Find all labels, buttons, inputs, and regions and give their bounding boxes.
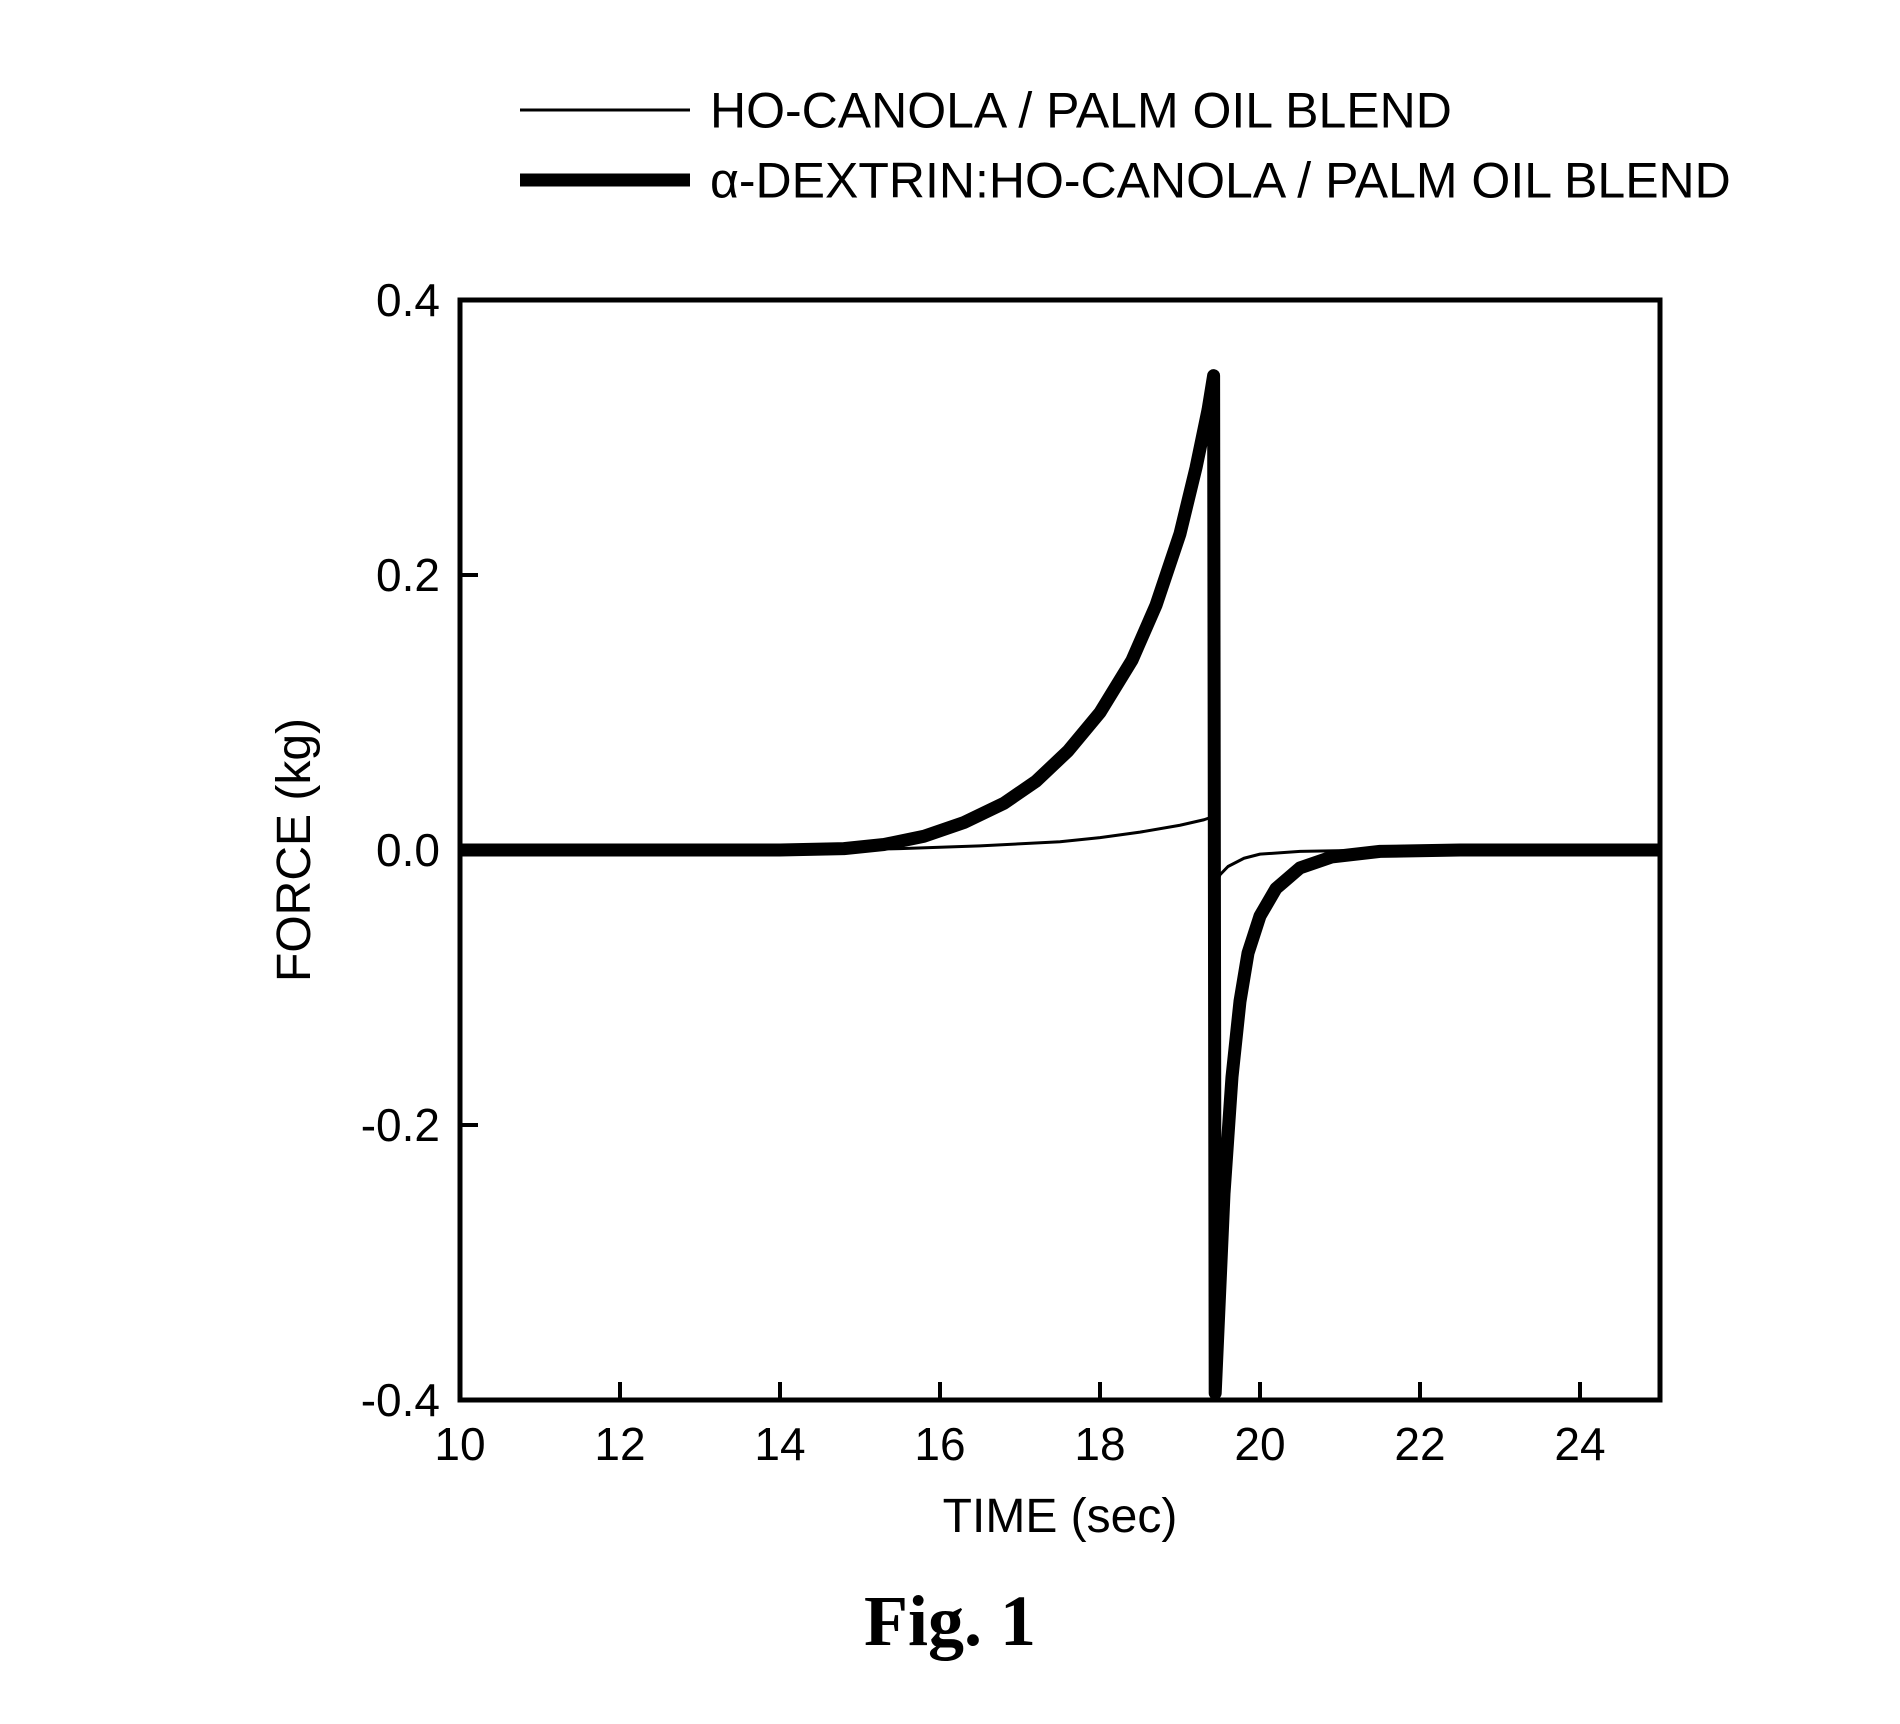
y-tick-label: 0.0 (376, 824, 440, 876)
y-tick-label: 0.2 (376, 549, 440, 601)
x-tick-label: 10 (434, 1418, 485, 1470)
y-tick-label: -0.2 (361, 1099, 440, 1151)
chart-svg: 10 12 14 16 18 20 22 24 -0.4 -0.2 0.0 0.2 0.4 TIME (s… (0, 0, 1900, 1724)
x-tick-label: 12 (594, 1418, 645, 1470)
x-tick-label: 14 (754, 1418, 805, 1470)
x-tick-label: 18 (1074, 1418, 1125, 1470)
x-tick-label: 20 (1234, 1418, 1285, 1470)
y-tick-label: -0.4 (361, 1374, 440, 1426)
legend-label: HO-CANOLA / PALM OIL BLEND (710, 83, 1452, 139)
figure-caption: Fig. 1 (0, 1580, 1900, 1663)
legend-label: α-DEXTRIN:HO-CANOLA / PALM OIL BLEND (710, 153, 1731, 209)
x-axis-label: TIME (sec) (943, 1490, 1178, 1543)
figure-container: 10 12 14 16 18 20 22 24 -0.4 -0.2 0.0 0.2 0.4 TIME (s… (0, 0, 1900, 1724)
x-tick-label: 22 (1394, 1418, 1445, 1470)
x-tick-label: 16 (914, 1418, 965, 1470)
x-tick-label: 24 (1554, 1418, 1605, 1470)
y-axis-label: FORCE (kg) (268, 718, 321, 982)
y-tick-label: 0.4 (376, 274, 440, 326)
